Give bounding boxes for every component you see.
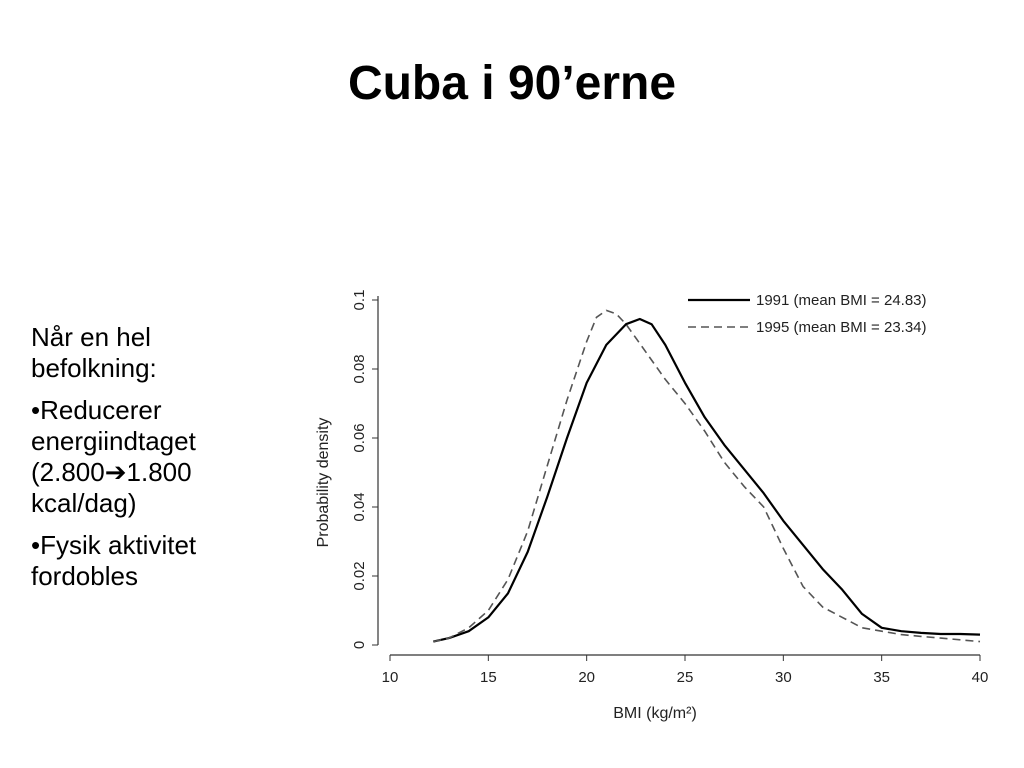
y-tick-label: 0.1 — [351, 290, 368, 311]
y-tick-label: 0.08 — [351, 354, 368, 383]
bullet-energy: •Reducerer energiindtaget (2.800➔1.800 k… — [31, 395, 261, 519]
arrow-right-icon: ➔ — [104, 457, 127, 487]
side-text: Når en hel befolkning: •Reducerer energi… — [31, 322, 261, 603]
bmi-density-chart: 10 15 20 25 30 35 40 0 0.02 0.04 0.06 0.08 0.1 BMI (k… — [315, 290, 988, 722]
bullet-energy-prefix: •Reducerer energiindtaget (2.800 — [31, 395, 196, 487]
chart-layer: 10 15 20 25 30 35 40 0 0.02 0.04 0.06 0.08 0.1 BMI (k… — [315, 290, 988, 722]
y-tick-label: 0.04 — [351, 492, 368, 521]
y-axis-label: Probability density — [315, 418, 332, 548]
series-line-1 — [433, 317, 981, 643]
x-tick-label: 30 — [775, 669, 792, 686]
intro-text: Når en hel befolkning: — [31, 322, 157, 383]
x-tick-label: 10 — [382, 669, 399, 686]
slide-title: Cuba i 90’erne — [347, 57, 677, 110]
series-line-2 — [433, 309, 981, 643]
legend-label-1: 1991 (mean BMI = 24.83) — [756, 292, 927, 309]
legend-label-2: 1995 (mean BMI = 23.34) — [756, 319, 927, 336]
bullet-energy-suffix: 1.800 kcal/dag) — [31, 457, 192, 518]
x-tick-label: 35 — [873, 669, 890, 686]
x-tick-label: 20 — [578, 669, 595, 686]
y-tick-label: 0.02 — [351, 561, 368, 590]
x-axis-label: BMI (kg/m²) — [613, 705, 697, 722]
x-tick-label: 25 — [677, 669, 694, 686]
bullet-activity: •Fysik aktivitet fordobles — [31, 530, 197, 591]
y-tick-label: 0 — [351, 641, 368, 649]
x-tick-label: 40 — [972, 669, 989, 686]
y-tick-label: 0.06 — [351, 423, 368, 452]
x-tick-label: 15 — [480, 669, 497, 686]
